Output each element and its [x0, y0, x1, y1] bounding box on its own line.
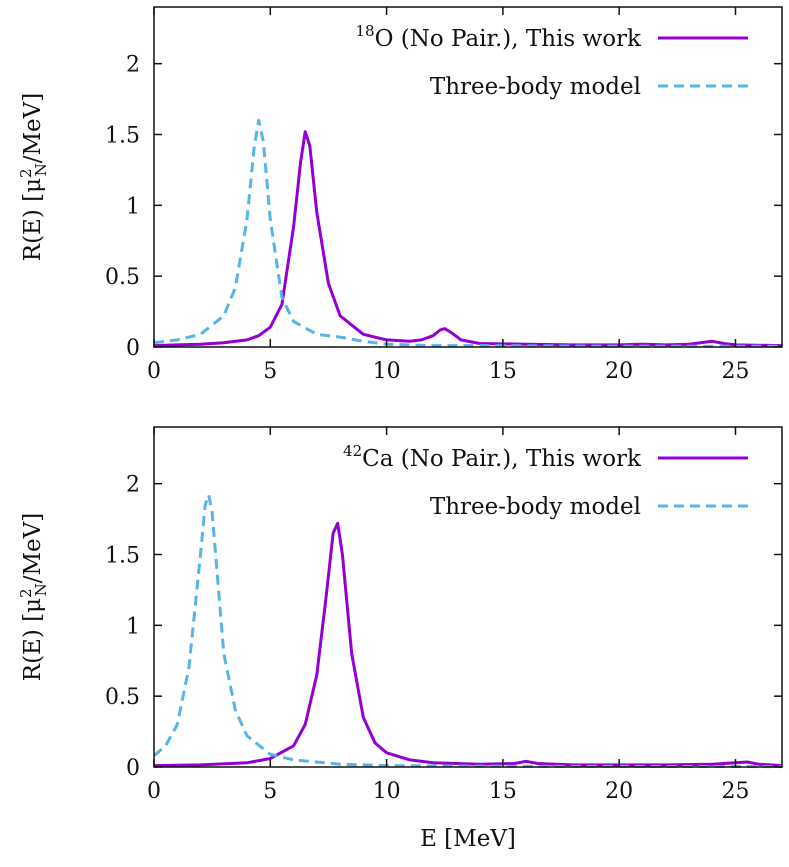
y-tick-label: 0.5 — [105, 685, 140, 710]
y-axis-label-suffix: /MeV] — [20, 93, 46, 164]
x-axis-label: E [MeV] — [420, 826, 516, 852]
y-tick-label: 1 — [126, 194, 140, 219]
series-line-this-work — [153, 521, 783, 768]
x-tick-label: 20 — [605, 359, 633, 384]
legend-entry: Three-body model — [430, 74, 641, 100]
y-tick-label: 0 — [126, 756, 140, 781]
y-tick-label: 2 — [126, 473, 140, 498]
x-tick-label: 25 — [721, 779, 749, 804]
x-tick-label: 0 — [147, 779, 161, 804]
legend-entry-text: Three-body model — [430, 494, 641, 520]
x-tick-label: 15 — [489, 359, 517, 384]
y-axis-label-suffix: /MeV] — [20, 513, 46, 584]
y-tick-label: 1.5 — [105, 544, 140, 569]
y-tick-label: 0.5 — [105, 265, 140, 290]
legend-entry: 18O (No Pair.), This work — [356, 22, 643, 52]
x-tick-label: 0 — [147, 359, 161, 384]
y-axis-label-sub: N — [32, 163, 50, 176]
y-axis-label-sup: 2 — [17, 588, 35, 598]
y-axis-label: R(E) [μ2N/MeV] — [17, 513, 50, 681]
x-tick-label: 10 — [373, 779, 401, 804]
x-tick-label: 20 — [605, 779, 633, 804]
y-axis-label-prefix: R(E) [μ — [20, 178, 46, 261]
x-tick-label: 5 — [263, 779, 277, 804]
x-tick-label: 15 — [489, 779, 517, 804]
series-line-three-body — [153, 493, 783, 769]
y-tick-label: 1 — [126, 614, 140, 639]
legend-entry-sup: 42 — [343, 442, 362, 460]
y-axis-label-prefix: R(E) [μ — [20, 598, 46, 681]
legend-entry-text: Ca (No Pair.), This work — [362, 446, 642, 472]
series-line-this-work — [153, 130, 783, 348]
y-tick-label: 1.5 — [105, 124, 140, 149]
plot-frame — [153, 426, 783, 768]
y-axis-label: R(E) [μ2N/MeV] — [17, 93, 50, 261]
y-tick-label: 0 — [126, 336, 140, 361]
legend-entry-sup: 18 — [356, 22, 375, 40]
series-line-three-body — [153, 118, 782, 348]
legend-entry-text: O (No Pair.), This work — [375, 26, 642, 52]
x-tick-label: 5 — [263, 359, 277, 384]
legend-entry: 42Ca (No Pair.), This work — [343, 442, 642, 472]
x-tick-label: 25 — [721, 359, 749, 384]
legend-entry-text: Three-body model — [430, 74, 641, 100]
y-tick-label: 2 — [126, 53, 140, 78]
x-tick-label: 10 — [373, 359, 401, 384]
plot-frame — [153, 6, 783, 348]
y-axis-label-sup: 2 — [17, 168, 35, 178]
legend-entry: Three-body model — [430, 494, 641, 520]
y-axis-label-sub: N — [32, 583, 50, 596]
